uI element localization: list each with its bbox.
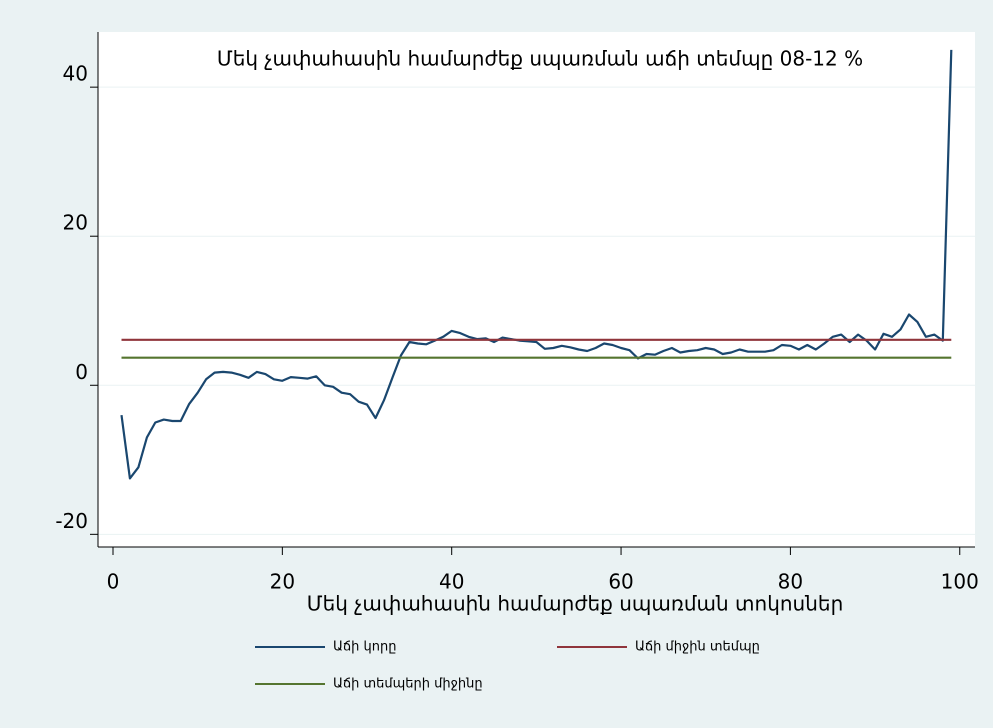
y-tick-label: 0 [75, 360, 88, 384]
x-tick-label: 60 [608, 570, 633, 594]
x-tick-label: 100 [941, 570, 979, 594]
y-tick-label: 40 [63, 62, 88, 86]
x-tick-label: 40 [439, 570, 464, 594]
legend-label: Աճի կորը [333, 640, 396, 655]
plot-area [98, 32, 975, 547]
x-axis-title: Մեկ չափահասին համարժեք սպառման տոկոսներ [307, 592, 844, 616]
chart-title: Մեկ չափահասին համարժեք սպառման աճի տեմպը… [217, 47, 863, 71]
y-tick-label: -20 [55, 509, 88, 533]
legend-label: Աճի տեմպերի միջինը [333, 677, 483, 692]
x-tick-label: 80 [778, 570, 803, 594]
x-tick-label: 20 [270, 570, 295, 594]
x-tick-label: 0 [107, 570, 120, 594]
series-line [120, 49, 953, 480]
y-tick-label: 20 [63, 211, 88, 235]
legend-label: Աճի միջին տեմպը [635, 640, 760, 655]
